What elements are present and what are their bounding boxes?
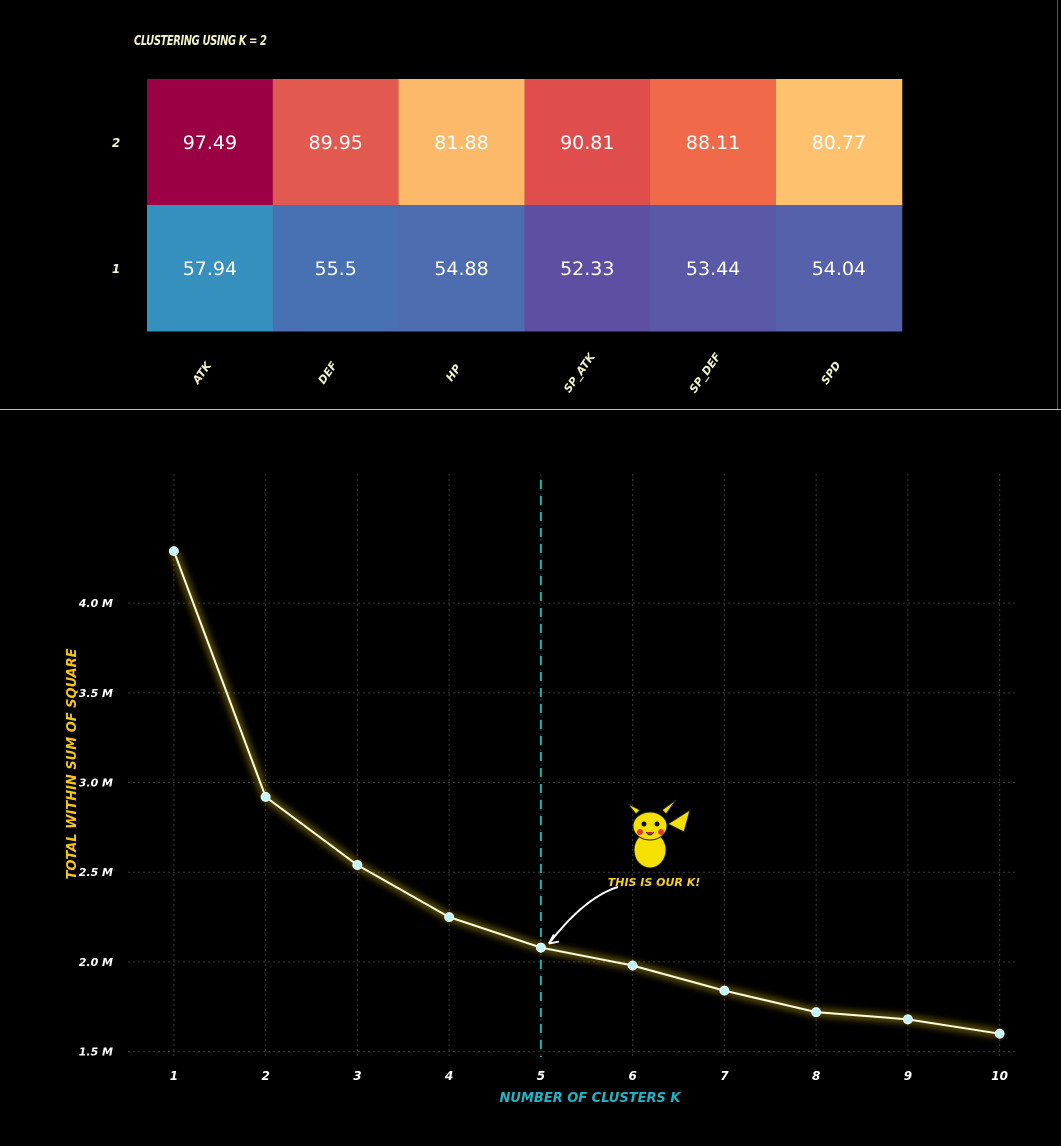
heatmap-cell-label: 57.94 (183, 258, 237, 280)
elbow-chart: 1 2 3 4 5 6 7 8 9 10 1.5 M 2.0 M 2.5 M 3.0 M 3.5 M 4.0 … (65, 474, 1018, 1106)
heatmap-cell-label: 89.95 (308, 132, 362, 154)
heatmap-cell-label: 54.88 (434, 258, 488, 280)
heatmap-cell-label: 54.04 (812, 258, 866, 280)
y-axis-label: TOTAL WITHIN SUM OF SQUARE (65, 648, 80, 879)
heatmap-column-label: DEF (316, 359, 341, 387)
heatmap-cell-label: 55.5 (315, 258, 357, 280)
annotation-text: THIS IS OUR K! (608, 876, 701, 889)
heatmap-cell (650, 205, 777, 332)
x-tick-label: 8 (812, 1069, 820, 1083)
data-point (444, 912, 455, 923)
data-point (719, 985, 730, 996)
heatmap-cell (398, 79, 525, 206)
x-tick-label: 1 (170, 1069, 178, 1083)
y-tick-label: 2.5 M (79, 866, 113, 879)
heatmap-cell-label: 81.88 (434, 132, 488, 154)
heatmap-row-label: 1 (112, 262, 120, 276)
series-line (172, 550, 1000, 1035)
x-tick-label: 2 (261, 1069, 269, 1083)
heatmap-cell (776, 205, 903, 332)
panel-edge (1057, 0, 1058, 410)
x-tick-label: 9 (904, 1069, 912, 1083)
heatmap-cell (147, 205, 274, 332)
heatmap-cell-label: 90.81 (560, 132, 614, 154)
annotation-arrow (548, 886, 619, 945)
y-tick-label: 2.0 M (79, 956, 113, 969)
x-tick-label: 6 (628, 1069, 636, 1083)
mascot-image (627, 799, 691, 869)
data-point (168, 546, 179, 557)
heatmap-cell-label: 97.49 (183, 132, 237, 154)
heatmap-cell (147, 79, 274, 206)
y-tick-label: 3.5 M (79, 687, 113, 700)
heatmap-chart: 97.49 89.95 81.88 90.81 88.11 80.77 2 57.94 55.5… (112, 79, 903, 396)
y-tick-label: 1.5 M (79, 1046, 113, 1059)
data-point (994, 1028, 1005, 1039)
heatmap-cell (650, 79, 777, 206)
heatmap-title: CLUSTERING USING K = 2 (134, 34, 267, 49)
elbow-panel: 1 2 3 4 5 6 7 8 9 10 1.5 M 2.0 M 2.5 M 3.0 M 3.5 M 4.0 … (0, 412, 1061, 1142)
heatmap-cell (272, 79, 400, 206)
x-tick-label: 10 (991, 1069, 1008, 1083)
data-point (627, 960, 638, 971)
x-tick-label: 3 (353, 1069, 361, 1083)
data-point (260, 791, 271, 802)
heatmap-cell-label: 80.77 (812, 132, 866, 154)
heatmap-cell-label: 53.44 (686, 258, 740, 280)
heatmap-cell (398, 205, 525, 332)
data-point (352, 860, 363, 871)
heatmap-row-label: 2 (112, 136, 120, 150)
heatmap-cell (776, 79, 903, 206)
annotation-arrowhead (548, 934, 560, 945)
data-point (535, 942, 546, 953)
heatmap-cell (524, 79, 651, 206)
heatmap-column-label: SP_DEF (687, 350, 724, 395)
data-point (811, 1007, 822, 1018)
heatmap-column-label: SPD (819, 359, 844, 387)
heatmap-cell (524, 205, 651, 332)
heatmap-cell (272, 205, 400, 332)
y-tick-label: 3.0 M (79, 777, 113, 790)
y-tick-label: 4.0 M (78, 597, 113, 610)
heatmap-panel: CLUSTERING USING K = 2 97.49 89.95 81.88 90… (0, 0, 1061, 410)
heatmap-column-label: ATK (189, 358, 215, 387)
heatmap-column-label: SP_ATK (561, 350, 598, 396)
heatmap-column-label: HP (443, 362, 464, 384)
panel-divider (0, 409, 1061, 410)
x-tick-label: 4 (444, 1069, 453, 1083)
heatmap-cell-label: 88.11 (686, 132, 740, 154)
heatmap-cell-label: 52.33 (560, 258, 614, 280)
x-axis-label: NUMBER OF CLUSTERS K (500, 1091, 682, 1106)
data-point (902, 1014, 913, 1025)
series-glow (171, 550, 1001, 1037)
x-tick-label: 7 (720, 1069, 729, 1083)
x-tick-label: 5 (537, 1069, 545, 1083)
